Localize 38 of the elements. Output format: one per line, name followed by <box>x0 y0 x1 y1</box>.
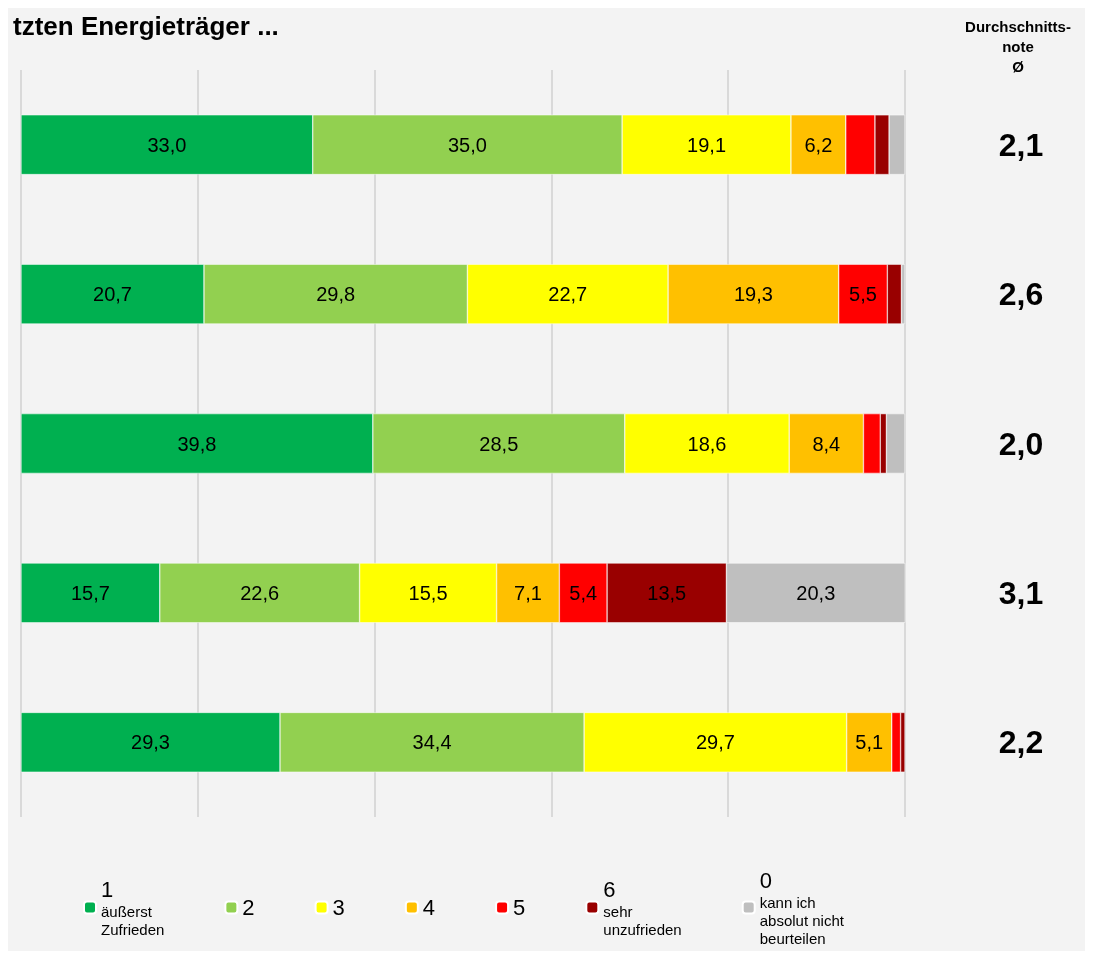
data-label: 18,6 <box>687 432 727 455</box>
text: Durchschnitts- note Ø <box>965 17 1071 75</box>
legend-label: 1 äußerst Zufrieden <box>101 877 165 938</box>
legend-label: 5 <box>513 895 526 920</box>
data-label: 15,7 <box>70 581 110 604</box>
legend-label: 0 kann ich absolut nicht beurteilen <box>759 868 845 947</box>
data-label: 28,5 <box>479 432 519 455</box>
text: 2,6 <box>998 276 1044 313</box>
data-label: 29,7 <box>695 731 735 754</box>
data-label: 6,2 <box>804 133 833 156</box>
data-label: 8,4 <box>812 432 841 455</box>
text: 2,2 <box>998 724 1044 761</box>
data-label: 15,5 <box>408 581 448 604</box>
data-label: 39,8 <box>177 432 217 455</box>
data-label: 29,3 <box>131 731 170 754</box>
data-label: 13,5 <box>647 581 687 604</box>
data-label: 19,3 <box>733 283 773 306</box>
data-label: 22,6 <box>240 581 280 604</box>
chart-title: tzten Energieträger ... <box>13 11 279 41</box>
legend-label: 2 <box>242 895 255 920</box>
text: 3,1 <box>998 574 1044 611</box>
data-label: 34,4 <box>412 731 452 754</box>
data-label: 20,7 <box>93 283 132 306</box>
data-label: 20,3 <box>796 581 836 604</box>
legend-label: 4 <box>422 895 436 920</box>
data-label: 5,1 <box>855 731 884 754</box>
data-label: 19,1 <box>687 133 727 156</box>
text: 2,0 <box>998 425 1044 462</box>
text: 2,1 <box>998 126 1044 163</box>
data-label: 5,4 <box>569 581 598 604</box>
legend-label: 6 sehr unzufrieden <box>603 877 682 938</box>
data-label: 29,8 <box>316 283 356 306</box>
data-label: 7,1 <box>514 581 542 604</box>
data-label: 5,5 <box>849 283 877 306</box>
legend-label: 3 <box>332 895 345 920</box>
data-label: 22,7 <box>548 283 588 306</box>
data-label: 33,0 <box>147 133 187 156</box>
data-label: 35,0 <box>447 133 487 156</box>
